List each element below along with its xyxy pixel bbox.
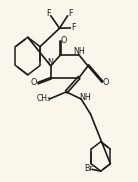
Text: O: O xyxy=(31,78,37,86)
Text: Br: Br xyxy=(84,164,93,173)
Text: CH₃: CH₃ xyxy=(37,94,51,103)
Text: NH: NH xyxy=(74,47,85,56)
Text: O: O xyxy=(61,36,67,45)
Text: O: O xyxy=(103,78,109,86)
Text: F: F xyxy=(71,23,76,32)
Text: N: N xyxy=(47,58,53,67)
Text: F: F xyxy=(46,9,50,18)
Text: F: F xyxy=(68,9,73,18)
Text: NH: NH xyxy=(79,93,91,102)
